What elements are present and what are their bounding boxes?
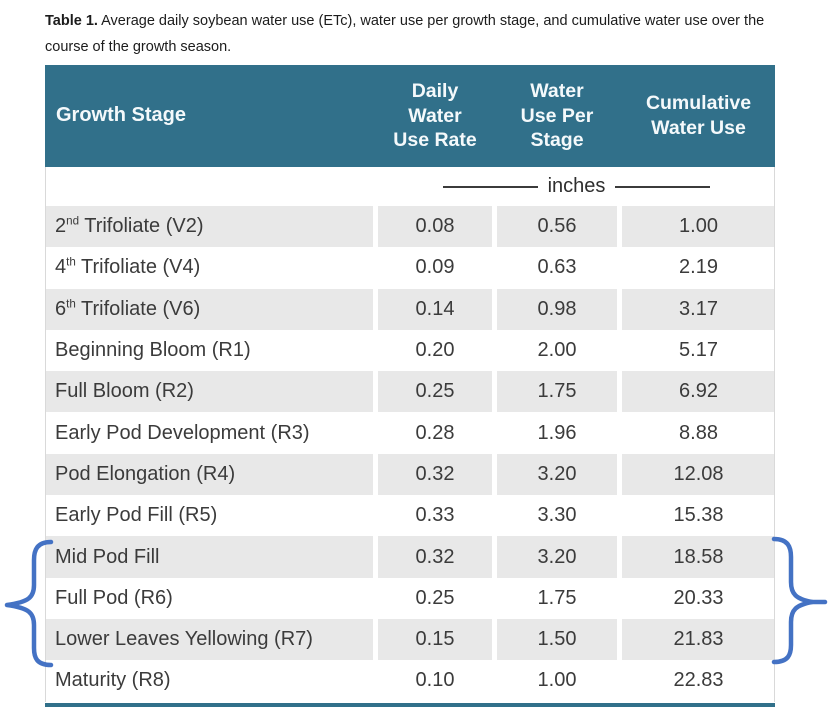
water-use-per-stage-cell: 1.75 xyxy=(497,577,617,619)
growth-stage-text: 4th Trifoliate (V4) xyxy=(55,255,201,279)
growth-stage-text: Maturity (R8) xyxy=(55,669,171,692)
table-row: Full Bloom (R2) 0.25 1.75 6.92 xyxy=(45,371,775,413)
water-use-per-stage-cell: 1.00 xyxy=(497,660,617,702)
table-caption-label: Table 1. xyxy=(45,13,98,29)
water-use-per-stage-cell: 0.56 xyxy=(497,206,617,248)
growth-stage-text: Beginning Bloom (R1) xyxy=(55,339,251,362)
growth-stage-text: 6th Trifoliate (V6) xyxy=(55,297,201,320)
growth-stage-cell: Lower Leaves Yellowing (R7) xyxy=(45,618,373,661)
daily-water-use-cell: 0.32 xyxy=(378,536,492,578)
daily-water-use-cell: 0.25 xyxy=(378,577,492,619)
water-use-per-stage-cell: 1.50 xyxy=(497,618,617,661)
units-dash-right xyxy=(615,185,711,188)
daily-water-use-cell: 0.15 xyxy=(378,618,492,661)
water-use-per-stage-cell: 0.98 xyxy=(497,288,617,330)
cumulative-water-use-cell: 1.00 xyxy=(622,206,775,248)
growth-stage-cell: Full Bloom (R2) xyxy=(45,371,373,413)
table-row: Mid Pod Fill 0.32 3.20 18.58 xyxy=(45,536,775,578)
growth-stage-cell: 2nd Trifoliate (V2) xyxy=(45,206,373,248)
growth-stage-text: Pod Elongation (R4) xyxy=(55,462,236,485)
daily-water-use-cell: 0.20 xyxy=(378,329,492,372)
growth-stage-text: 2nd Trifoliate (V2) xyxy=(55,214,204,238)
table-left-border xyxy=(45,167,46,702)
growth-stage-cell: Maturity (R8) xyxy=(45,660,373,702)
growth-stage-text: Early Pod Development (R3) xyxy=(55,421,310,444)
growth-stage-cell: Beginning Bloom (R1) xyxy=(45,329,373,372)
table-right-border xyxy=(774,167,775,702)
table-row: 4th Trifoliate (V4) 0.09 0.63 2.19 xyxy=(45,247,775,289)
cumulative-water-use-cell: 5.17 xyxy=(622,329,775,372)
growth-stage-text: Early Pod Fill (R5) xyxy=(55,504,218,527)
water-use-per-stage-cell: 1.75 xyxy=(497,371,617,413)
daily-water-use-cell: 0.25 xyxy=(378,371,492,413)
water-use-per-stage-cell: 3.20 xyxy=(497,453,617,496)
water-use-per-stage-cell: 1.96 xyxy=(497,412,617,454)
header-daily-water-use-rate: Daily Water Use Rate xyxy=(393,80,477,152)
cumulative-water-use-cell: 6.92 xyxy=(622,371,775,413)
water-use-per-stage-cell: 2.00 xyxy=(497,329,617,372)
growth-stage-text: Full Pod (R6) xyxy=(55,586,173,609)
units-label-group: inches xyxy=(378,167,775,206)
table-row: Pod Elongation (R4) 0.32 3.20 12.08 xyxy=(45,453,775,496)
cumulative-water-use-cell: 12.08 xyxy=(622,453,775,496)
daily-water-use-cell: 0.14 xyxy=(378,288,492,330)
table-header-row: Growth Stage Daily Water Use Rate Water … xyxy=(45,65,775,167)
growth-stage-cell: Mid Pod Fill xyxy=(45,536,373,578)
table-row: 6th Trifoliate (V6) 0.14 0.98 3.17 xyxy=(45,288,775,330)
table-row: Maturity (R8) 0.10 1.00 22.83 xyxy=(45,660,775,702)
water-use-per-stage-cell: 3.30 xyxy=(497,495,617,537)
daily-water-use-cell: 0.09 xyxy=(378,247,492,289)
cumulative-water-use-cell: 15.38 xyxy=(622,495,775,537)
growth-stage-cell: Early Pod Fill (R5) xyxy=(45,495,373,537)
table-row: 2nd Trifoliate (V2) 0.08 0.56 1.00 xyxy=(45,206,775,248)
daily-water-use-cell: 0.33 xyxy=(378,495,492,537)
units-row: inches xyxy=(45,167,775,206)
daily-water-use-cell: 0.08 xyxy=(378,206,492,248)
table-row: Lower Leaves Yellowing (R7) 0.15 1.50 21… xyxy=(45,618,775,661)
daily-water-use-cell: 0.28 xyxy=(378,412,492,454)
growth-stage-cell: Pod Elongation (R4) xyxy=(45,453,373,496)
daily-water-use-cell: 0.10 xyxy=(378,660,492,702)
header-cumulative-water-use: Cumulative Water Use xyxy=(645,92,752,139)
table-caption-text: Average daily soybean water use (ETc), w… xyxy=(45,13,765,55)
bottom-section-bar xyxy=(45,703,775,707)
table-caption: Table 1. Average daily soybean water use… xyxy=(45,8,785,60)
ordinal-superscript: th xyxy=(66,297,76,311)
units-spacer xyxy=(45,167,373,206)
water-use-per-stage-cell: 0.63 xyxy=(497,247,617,289)
water-use-table: Growth Stage Daily Water Use Rate Water … xyxy=(45,65,775,702)
cumulative-water-use-cell: 18.58 xyxy=(622,536,775,578)
daily-water-use-cell: 0.32 xyxy=(378,453,492,496)
cumulative-water-use-cell: 8.88 xyxy=(622,412,775,454)
growth-stage-cell: 4th Trifoliate (V4) xyxy=(45,247,373,289)
cumulative-water-use-cell: 21.83 xyxy=(622,618,775,661)
table-row: Full Pod (R6) 0.25 1.75 20.33 xyxy=(45,577,775,619)
header-water-use-per-stage: Water Use Per Stage xyxy=(520,80,594,152)
growth-stage-text: Mid Pod Fill xyxy=(55,545,160,568)
water-use-per-stage-cell: 3.20 xyxy=(497,536,617,578)
growth-stage-cell: 6th Trifoliate (V6) xyxy=(45,288,373,330)
growth-stage-text: Lower Leaves Yellowing (R7) xyxy=(55,628,313,651)
right-brace-icon xyxy=(771,536,828,665)
header-growth-stage: Growth Stage xyxy=(56,104,187,127)
cumulative-water-use-cell: 3.17 xyxy=(622,288,775,330)
growth-stage-text: Full Bloom (R2) xyxy=(55,380,194,403)
units-label: inches xyxy=(547,175,606,197)
table-row: Early Pod Fill (R5) 0.33 3.30 15.38 xyxy=(45,495,775,537)
table-row: Early Pod Development (R3) 0.28 1.96 8.8… xyxy=(45,412,775,454)
growth-stage-cell: Early Pod Development (R3) xyxy=(45,412,373,454)
ordinal-superscript: nd xyxy=(66,214,80,228)
cumulative-water-use-cell: 20.33 xyxy=(622,577,775,619)
cumulative-water-use-cell: 22.83 xyxy=(622,660,775,702)
left-brace-icon xyxy=(4,539,54,668)
table-body: 2nd Trifoliate (V2) 0.08 0.56 1.00 4th T… xyxy=(45,206,775,702)
table-row: Beginning Bloom (R1) 0.20 2.00 5.17 xyxy=(45,329,775,372)
cumulative-water-use-cell: 2.19 xyxy=(622,247,775,289)
units-dash-left xyxy=(442,185,538,188)
ordinal-superscript: th xyxy=(66,255,76,269)
growth-stage-cell: Full Pod (R6) xyxy=(45,577,373,619)
